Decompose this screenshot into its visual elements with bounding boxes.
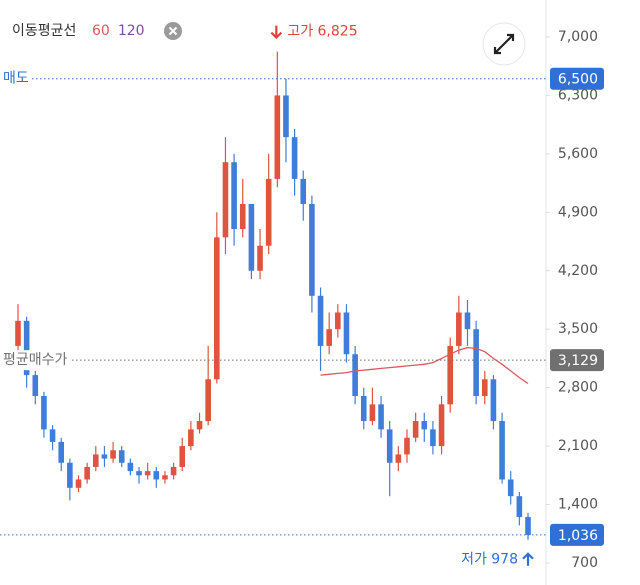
legend-entry: 60 — [92, 23, 110, 39]
candle-body — [291, 137, 298, 179]
y-tick-label: 700 — [571, 555, 598, 571]
close-icon[interactable] — [168, 26, 178, 36]
candle-body — [162, 475, 168, 480]
candle-body — [110, 450, 116, 459]
legend-entry: 120 — [118, 23, 145, 39]
candle-body — [153, 471, 160, 480]
y-tick-label: 4,200 — [558, 263, 598, 279]
expand-button[interactable] — [482, 22, 526, 66]
level-badge-label: 1,036 — [558, 528, 598, 544]
y-tick-label: 3,500 — [558, 321, 598, 337]
expand-icon[interactable] — [493, 33, 515, 55]
high-marker — [270, 25, 283, 40]
candle-body — [274, 95, 281, 179]
candle-body — [136, 471, 142, 476]
level-badge-label: 6,500 — [558, 72, 598, 88]
level-badge — [550, 349, 604, 372]
candle-body — [309, 203, 315, 296]
candle-body — [404, 437, 410, 455]
level-badge — [550, 67, 604, 90]
candle-body — [283, 95, 289, 138]
candle-body — [421, 421, 428, 430]
candle-body — [205, 379, 211, 422]
candle-body — [378, 404, 384, 430]
candle-body — [118, 450, 125, 463]
close-button[interactable] — [164, 22, 182, 40]
candle-body — [335, 312, 341, 330]
candle-body — [326, 329, 332, 346]
candle-body — [430, 429, 436, 447]
candle-body — [265, 178, 272, 246]
y-tick-label: 2,800 — [558, 380, 598, 396]
y-tick-label: 2,100 — [558, 438, 598, 454]
candle-body — [360, 395, 367, 422]
candle-body — [196, 421, 203, 430]
candle-body — [257, 245, 263, 271]
candle-body — [438, 404, 445, 447]
low-marker — [522, 552, 534, 566]
candle-body — [481, 379, 488, 396]
candle-body — [456, 312, 462, 346]
level-label: 평균매수가 — [3, 352, 68, 368]
low-label: 저가 978 — [461, 552, 518, 568]
y-tick-label: 1,400 — [558, 497, 598, 513]
candle-body — [464, 312, 471, 330]
candle-body — [58, 441, 65, 463]
candle-body — [412, 421, 419, 438]
y-tick-label: 5,600 — [558, 146, 598, 162]
legend-title: 이동평균선 — [12, 23, 76, 39]
candle-body — [473, 329, 479, 396]
candle-body — [352, 354, 358, 396]
candle-body — [32, 375, 39, 396]
candle-body — [214, 237, 220, 380]
candle-body — [447, 345, 454, 405]
candle-body — [144, 471, 151, 476]
candle-body — [369, 404, 376, 422]
candle-body — [525, 517, 531, 535]
candle-body — [239, 203, 246, 230]
candle-body — [49, 429, 56, 442]
level-label-bg — [0, 68, 32, 89]
candle-body — [231, 162, 237, 230]
candle-body — [300, 178, 307, 204]
level-label-bg — [0, 350, 71, 371]
candle-body — [490, 379, 497, 422]
candle-body — [170, 466, 177, 476]
high-label: 고가 6,825 — [287, 24, 357, 40]
candle-body — [248, 203, 255, 271]
candle-body — [317, 295, 324, 346]
candle-body — [507, 479, 514, 497]
candle-body — [188, 429, 194, 447]
candle-body — [499, 421, 505, 480]
candle-body — [343, 312, 350, 355]
level-badge — [550, 523, 604, 546]
candle-body — [84, 466, 90, 480]
candle-body — [101, 454, 108, 459]
y-tick-label: 7,000 — [558, 29, 598, 45]
candle-body — [67, 462, 73, 488]
level-label: 매도 — [3, 71, 29, 87]
level-badge-label: 3,129 — [558, 353, 598, 369]
y-tick-label: 4,900 — [558, 204, 598, 220]
candle-body — [222, 162, 229, 238]
candle-body — [127, 462, 134, 472]
candle-body — [75, 479, 82, 488]
candle-body — [179, 446, 186, 467]
candle-body — [15, 320, 21, 346]
candle-body — [386, 429, 393, 463]
candle-body — [41, 395, 47, 430]
candle-body — [92, 454, 99, 467]
candle-body — [395, 454, 402, 463]
y-tick-label: 6,300 — [558, 87, 598, 103]
moving-average-line — [320, 346, 529, 385]
candle-body — [516, 496, 523, 518]
candle-body — [23, 320, 30, 376]
